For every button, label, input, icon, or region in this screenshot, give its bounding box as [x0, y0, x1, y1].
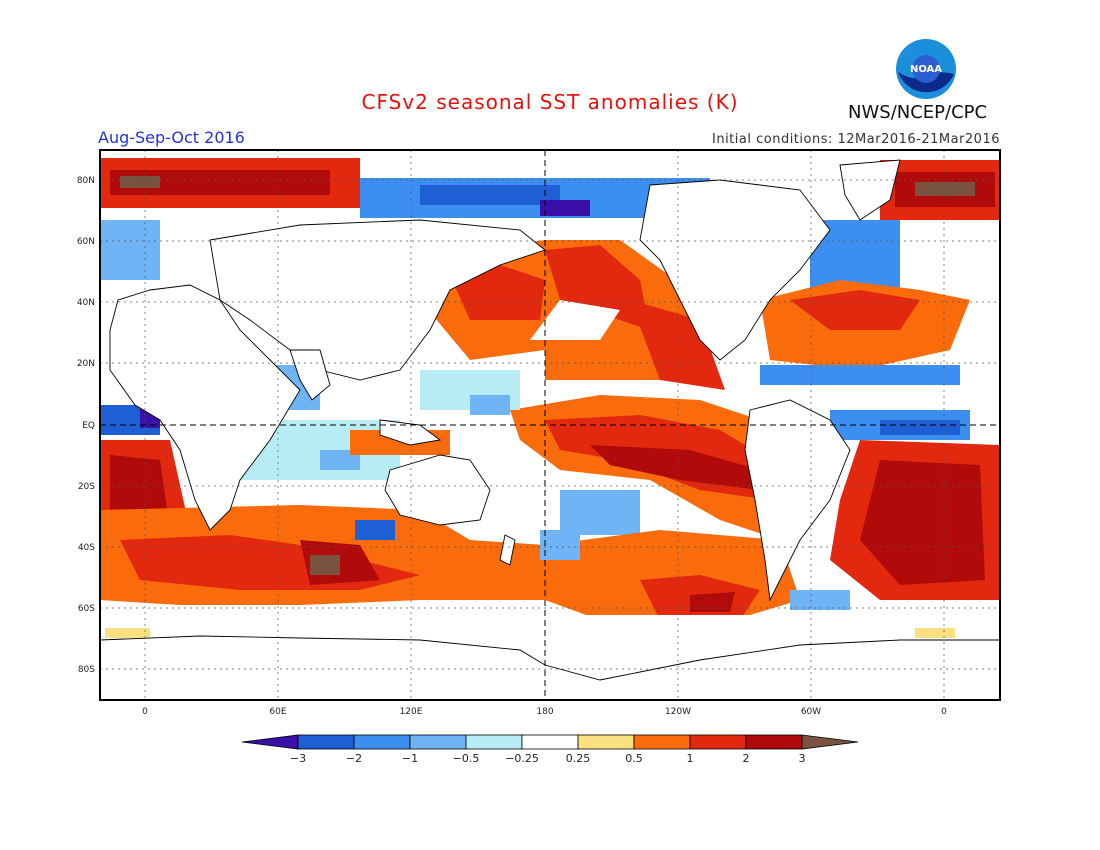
lat-label: 40S [78, 543, 95, 553]
noaa-logo: NOAA [896, 39, 956, 99]
lon-label: 0 [941, 707, 947, 717]
colorbar-segment [409, 734, 467, 750]
colorbar-tick-label: 3 [799, 752, 806, 765]
initial-conditions: Initial conditions: 12Mar2016-21Mar2016 [712, 132, 1000, 147]
lat-label: 80N [77, 176, 95, 186]
colorbar-tick-label: −1 [402, 752, 418, 765]
colorbar-tick-label: 0.25 [566, 752, 591, 765]
lon-label: 60E [269, 707, 286, 717]
colorbar-tick-label: 2 [743, 752, 750, 765]
forecast-period: Aug-Sep-Oct 2016 [98, 128, 245, 147]
lat-labels: 80N 60N 40N 20N EQ 20S 40S 60S 80S [77, 176, 95, 675]
lon-labels: 0 60E 120E 180 120W 60W 0 [142, 707, 947, 717]
colorbar-segment [577, 734, 635, 750]
lon-label: 120E [400, 707, 423, 717]
colorbar-min-arrow [241, 734, 299, 750]
colorbar-tick-label: −2 [346, 752, 362, 765]
colorbar-max-arrow [801, 734, 859, 750]
colorbar-segment [353, 734, 411, 750]
map-title: CFSv2 seasonal SST anomalies (K) [361, 90, 739, 114]
lat-label: 40N [77, 298, 95, 308]
lon-label: 0 [142, 707, 148, 717]
map-frame [99, 149, 1001, 701]
colorbar-segment [689, 734, 747, 750]
lat-label: 60N [77, 237, 95, 247]
colorbar-tick-label: −0.25 [505, 752, 539, 765]
lat-label: 60S [78, 604, 95, 614]
colorbar-segment [633, 734, 691, 750]
lat-label: 20S [78, 482, 95, 492]
colorbar-segment [297, 734, 355, 750]
colorbar-segment [465, 734, 523, 750]
continents [100, 159, 1000, 700]
colorbar-segment [521, 734, 579, 750]
lat-label: 20N [77, 359, 95, 369]
logo-text: NOAA [910, 64, 942, 75]
graticule [100, 150, 1000, 700]
agency-label: NWS/NCEP/CPC [848, 102, 988, 123]
colorbar-tick-label: 1 [687, 752, 694, 765]
lon-label: 60W [801, 707, 821, 717]
colorbar-tick-label: −3 [290, 752, 306, 765]
colorbar-tick-label: 0.5 [625, 752, 643, 765]
lat-label: 80S [78, 665, 95, 675]
equator-dateline [100, 150, 1000, 700]
lon-label: 180 [536, 707, 553, 717]
colorbar-tick-label: −0.5 [453, 752, 480, 765]
colorbar-segment [745, 734, 803, 750]
lat-label: EQ [82, 421, 95, 431]
colorbar: −3 −2 −1 −0.5 −0.25 0.25 0.5 1 2 3 [241, 734, 859, 765]
lon-label: 120W [665, 707, 691, 717]
